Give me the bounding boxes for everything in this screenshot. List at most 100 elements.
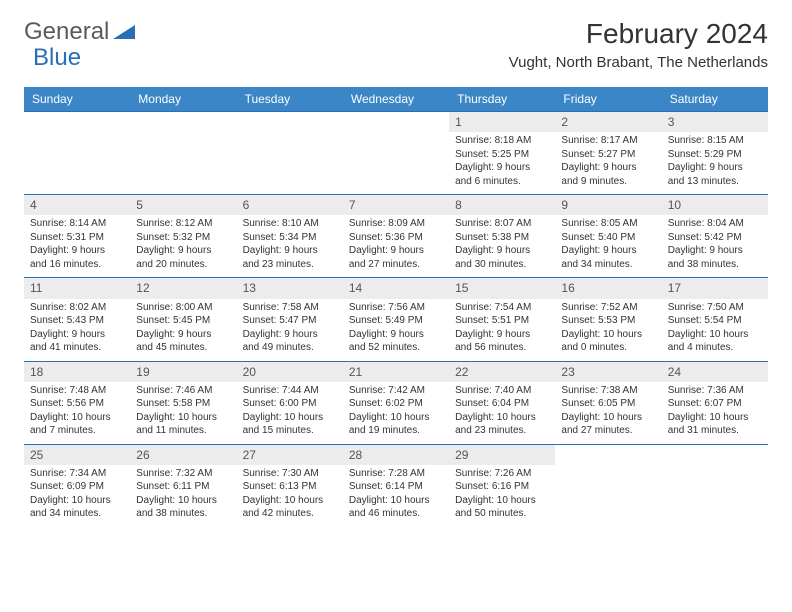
day-number: 27 [237, 445, 343, 465]
day-number: 23 [555, 362, 661, 382]
day-number: 20 [237, 362, 343, 382]
day-cell: 16Sunrise: 7:52 AMSunset: 5:53 PMDayligh… [555, 278, 661, 360]
sunset-text: Sunset: 5:42 PM [668, 231, 762, 245]
sunrise-text: Sunrise: 8:15 AM [668, 134, 762, 148]
day-cell: 21Sunrise: 7:42 AMSunset: 6:02 PMDayligh… [343, 362, 449, 444]
week-row: 25Sunrise: 7:34 AMSunset: 6:09 PMDayligh… [24, 444, 768, 527]
daylight-line2: and 42 minutes. [243, 507, 337, 521]
day-info: Sunrise: 7:52 AMSunset: 5:53 PMDaylight:… [555, 299, 661, 361]
daylight-line1: Daylight: 10 hours [668, 411, 762, 425]
sunrise-text: Sunrise: 7:38 AM [561, 384, 655, 398]
sunrise-text: Sunrise: 8:12 AM [136, 217, 230, 231]
daylight-line1: Daylight: 10 hours [30, 494, 124, 508]
day-info: Sunrise: 8:15 AMSunset: 5:29 PMDaylight:… [662, 132, 768, 194]
day-number: 29 [449, 445, 555, 465]
logo: General [24, 18, 135, 46]
sunrise-text: Sunrise: 7:50 AM [668, 301, 762, 315]
day-cell: 9Sunrise: 8:05 AMSunset: 5:40 PMDaylight… [555, 195, 661, 277]
daylight-line1: Daylight: 10 hours [30, 411, 124, 425]
day-cell: 17Sunrise: 7:50 AMSunset: 5:54 PMDayligh… [662, 278, 768, 360]
daylight-line1: Daylight: 10 hours [561, 328, 655, 342]
sunset-text: Sunset: 5:32 PM [136, 231, 230, 245]
daylight-line1: Daylight: 9 hours [136, 328, 230, 342]
day-info: Sunrise: 7:40 AMSunset: 6:04 PMDaylight:… [449, 382, 555, 444]
day-number: 10 [662, 195, 768, 215]
day-info: Sunrise: 7:42 AMSunset: 6:02 PMDaylight:… [343, 382, 449, 444]
day-info: Sunrise: 8:00 AMSunset: 5:45 PMDaylight:… [130, 299, 236, 361]
day-number: 13 [237, 278, 343, 298]
week-row: 11Sunrise: 8:02 AMSunset: 5:43 PMDayligh… [24, 277, 768, 360]
daylight-line1: Daylight: 9 hours [30, 244, 124, 258]
day-cell: 10Sunrise: 8:04 AMSunset: 5:42 PMDayligh… [662, 195, 768, 277]
sunset-text: Sunset: 5:56 PM [30, 397, 124, 411]
day-cell: 5Sunrise: 8:12 AMSunset: 5:32 PMDaylight… [130, 195, 236, 277]
title-block: February 2024 Vught, North Brabant, The … [509, 18, 768, 71]
month-title: February 2024 [509, 18, 768, 50]
daylight-line2: and 30 minutes. [455, 258, 549, 272]
sunset-text: Sunset: 5:54 PM [668, 314, 762, 328]
daylight-line2: and 9 minutes. [561, 175, 655, 189]
day-cell: 29Sunrise: 7:26 AMSunset: 6:16 PMDayligh… [449, 445, 555, 527]
daylight-line2: and 46 minutes. [349, 507, 443, 521]
sunset-text: Sunset: 5:53 PM [561, 314, 655, 328]
sunset-text: Sunset: 6:11 PM [136, 480, 230, 494]
sunrise-text: Sunrise: 8:02 AM [30, 301, 124, 315]
daylight-line1: Daylight: 10 hours [455, 494, 549, 508]
sunrise-text: Sunrise: 7:32 AM [136, 467, 230, 481]
weekday-wednesday: Wednesday [343, 87, 449, 111]
sunset-text: Sunset: 5:31 PM [30, 231, 124, 245]
sunrise-text: Sunrise: 7:48 AM [30, 384, 124, 398]
sunset-text: Sunset: 5:47 PM [243, 314, 337, 328]
day-info: Sunrise: 8:18 AMSunset: 5:25 PMDaylight:… [449, 132, 555, 194]
day-number: 7 [343, 195, 449, 215]
daylight-line2: and 0 minutes. [561, 341, 655, 355]
daylight-line1: Daylight: 9 hours [30, 328, 124, 342]
day-info: Sunrise: 8:02 AMSunset: 5:43 PMDaylight:… [24, 299, 130, 361]
day-cell: 19Sunrise: 7:46 AMSunset: 5:58 PMDayligh… [130, 362, 236, 444]
calendar: Sunday Monday Tuesday Wednesday Thursday… [24, 87, 768, 527]
header: General February 2024 Vught, North Braba… [0, 0, 792, 79]
daylight-line1: Daylight: 10 hours [243, 494, 337, 508]
day-number: 4 [24, 195, 130, 215]
daylight-line2: and 38 minutes. [668, 258, 762, 272]
daylight-line1: Daylight: 9 hours [136, 244, 230, 258]
weekday-monday: Monday [130, 87, 236, 111]
sunset-text: Sunset: 6:16 PM [455, 480, 549, 494]
sunset-text: Sunset: 5:27 PM [561, 148, 655, 162]
day-number: 18 [24, 362, 130, 382]
daylight-line1: Daylight: 9 hours [243, 328, 337, 342]
day-info: Sunrise: 8:12 AMSunset: 5:32 PMDaylight:… [130, 215, 236, 277]
sunrise-text: Sunrise: 8:10 AM [243, 217, 337, 231]
daylight-line2: and 7 minutes. [30, 424, 124, 438]
day-cell: 25Sunrise: 7:34 AMSunset: 6:09 PMDayligh… [24, 445, 130, 527]
day-info: Sunrise: 8:14 AMSunset: 5:31 PMDaylight:… [24, 215, 130, 277]
sunrise-text: Sunrise: 7:52 AM [561, 301, 655, 315]
day-number: 22 [449, 362, 555, 382]
day-number: 6 [237, 195, 343, 215]
sunset-text: Sunset: 5:43 PM [30, 314, 124, 328]
day-cell: 14Sunrise: 7:56 AMSunset: 5:49 PMDayligh… [343, 278, 449, 360]
day-cell [662, 445, 768, 527]
sunset-text: Sunset: 6:02 PM [349, 397, 443, 411]
weekday-friday: Friday [555, 87, 661, 111]
day-cell [24, 112, 130, 194]
day-cell: 20Sunrise: 7:44 AMSunset: 6:00 PMDayligh… [237, 362, 343, 444]
day-info: Sunrise: 7:34 AMSunset: 6:09 PMDaylight:… [24, 465, 130, 527]
daylight-line2: and 23 minutes. [455, 424, 549, 438]
sunrise-text: Sunrise: 7:54 AM [455, 301, 549, 315]
daylight-line2: and 38 minutes. [136, 507, 230, 521]
day-info: Sunrise: 7:56 AMSunset: 5:49 PMDaylight:… [343, 299, 449, 361]
sunrise-text: Sunrise: 7:34 AM [30, 467, 124, 481]
daylight-line1: Daylight: 10 hours [668, 328, 762, 342]
daylight-line2: and 50 minutes. [455, 507, 549, 521]
daylight-line2: and 27 minutes. [561, 424, 655, 438]
daylight-line2: and 4 minutes. [668, 341, 762, 355]
day-number: 28 [343, 445, 449, 465]
weekday-header: Sunday Monday Tuesday Wednesday Thursday… [24, 87, 768, 111]
daylight-line1: Daylight: 9 hours [349, 328, 443, 342]
daylight-line1: Daylight: 10 hours [349, 411, 443, 425]
sunrise-text: Sunrise: 8:05 AM [561, 217, 655, 231]
day-cell: 7Sunrise: 8:09 AMSunset: 5:36 PMDaylight… [343, 195, 449, 277]
sunrise-text: Sunrise: 7:56 AM [349, 301, 443, 315]
daylight-line1: Daylight: 9 hours [561, 161, 655, 175]
